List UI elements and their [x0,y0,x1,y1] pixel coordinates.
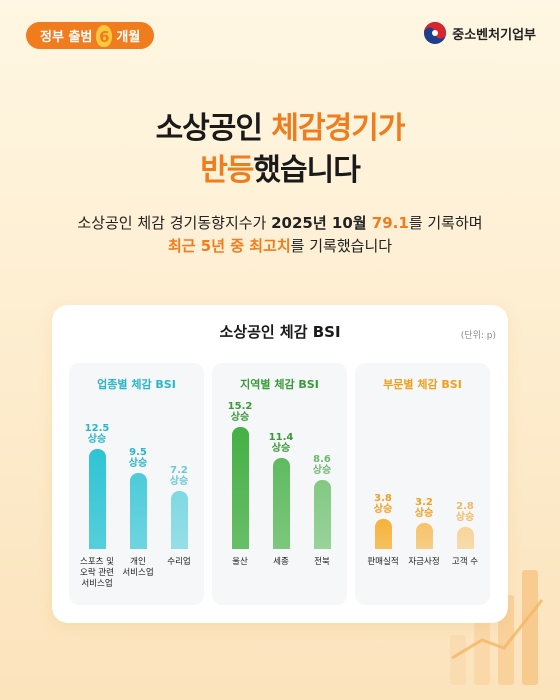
bar [89,449,106,549]
data-label: 3.2 상승 [414,497,434,520]
headline-accent: 체감경기가 [271,111,405,146]
headline-line-1: 소상공인 체감경기가 [0,103,560,147]
bar [171,491,188,549]
category-label: 스포츠 및 오락 관련 서비스업 [80,557,114,589]
campaign-badge: 정부 출범 6 개월 [26,22,155,49]
bar [130,473,147,549]
subtext-part: 를 기록하며 [408,214,483,232]
data-label: 11.4 상승 [268,431,294,454]
category-label: 세종 [273,557,289,567]
bar [457,526,474,549]
subtext-line-1: 소상공인 체감 경기동향지수가 2025년 10월 79.1를 기록하며 [0,212,560,235]
industry-bsi-panel: 업종별 체감 BSI 12.5 상승 스포츠 및 오락 관련 서비스업 9.5 상승… [69,363,204,605]
card-title: 소상공인 체감 BSI [219,323,341,341]
data-label: 9.5 상승 [128,447,148,469]
subtext-part: 소상공인 체감 경기동향지수가 [77,214,272,232]
subtext-accent: 최근 5년 중 최고치 [167,237,291,255]
data-label: 7.2 상승 [169,465,189,488]
taegeuk-emblem-icon [424,22,447,44]
subtext-line-2: 최근 5년 중 최고치를 기록했습니다 [0,235,560,258]
region-bsi-panel: 지역별 체감 BSI 15.2 상승 울산 11.4 상승 세종 8.6 상승 전북 [212,363,347,605]
data-label: 2.8 상승 [455,500,475,523]
headline-accent: 반등 [200,153,254,188]
bar [273,457,290,549]
panel-title: 지역별 체감 BSI [240,378,319,391]
headline-line-2: 반등했습니다 [0,145,560,189]
ministry-logo: 중소벤처기업부 [424,22,536,44]
bar [375,518,392,549]
subtext-part: 를 기록했습니다 [290,237,393,255]
bar [232,427,249,549]
subtext-accent: 79.1 [371,214,409,232]
category-label: 수리업 [167,557,191,567]
category-label: 개인 서비스업 [122,557,154,578]
category-label: 전북 [314,557,330,567]
panel-title: 업종별 체감 BSI [97,378,176,391]
badge-text-left: 정부 출범 [40,30,93,45]
data-label: 8.6 상승 [312,454,332,477]
category-label: 고객 수 [451,557,479,567]
category-label: 울산 [232,557,248,567]
bar [314,480,331,549]
data-label: 15.2 상승 [227,401,253,424]
ministry-name: 중소벤처기업부 [452,27,536,43]
sector-bsi-panel: 부문별 체감 BSI 3.8 상승 판매실적 3.2 상승 자금사정 2.8 상승 고객 … [355,363,490,605]
panel-title: 부문별 체감 BSI [383,378,462,391]
data-label: 12.5 상승 [84,423,110,445]
headline-text: 했습니다 [253,153,360,188]
bar [416,523,433,549]
badge-number: 6 [96,24,113,47]
data-label: 3.8 상승 [373,492,393,515]
category-label: 판매실적 [367,557,399,567]
subtext-bold: 2025년 10월 [271,214,372,232]
unit-label: (단위: p) [460,331,496,341]
headline-text: 소상공인 [155,111,272,146]
category-label: 자금사정 [408,557,440,567]
badge-text-right: 개월 [116,30,141,45]
